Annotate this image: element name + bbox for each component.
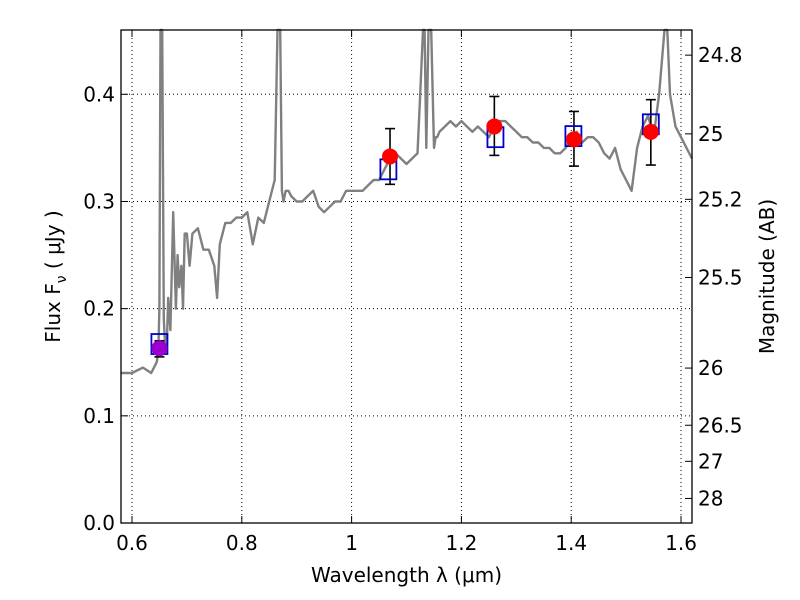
circle-marker	[486, 118, 503, 135]
x-tick-label: 1	[345, 531, 358, 555]
spectrum-series	[121, 28, 694, 375]
y2-tick-label: 27	[698, 449, 723, 473]
y-axis-ticks: 0.0 0.1 0.2 0.3 0.4	[83, 82, 128, 535]
x-tick-label: 0.6	[116, 531, 148, 555]
x-axis-title: Wavelength λ (μm)	[311, 563, 502, 587]
y2-tick-label: 25	[698, 122, 723, 146]
x-axis-ticks: 0.6 0.8 1 1.2 1.4 1.6	[116, 30, 697, 555]
y-tick-label: 0.4	[83, 82, 115, 106]
y2-tick-label: 25.5	[698, 265, 743, 289]
square-markers	[150, 113, 660, 355]
y-axis-title-sub: ν	[54, 275, 70, 283]
y-tick-label: 0.1	[83, 404, 115, 428]
circle-marker	[151, 340, 168, 357]
y2-tick-label: 25.2	[698, 187, 743, 211]
x-tick-label: 0.8	[226, 531, 258, 555]
x-tick-label: 1.2	[445, 531, 477, 555]
plot-frame	[120, 29, 693, 524]
y-axis-title: Flux Fν ( μJy )	[41, 210, 70, 342]
y2-tick-label: 28	[698, 486, 723, 510]
spectrum-line	[121, 28, 694, 375]
grid	[121, 30, 692, 524]
circle-markers	[151, 118, 659, 357]
y2-tick-label: 24.8	[698, 43, 743, 67]
y-axis-title-units: ( μJy )	[41, 210, 65, 275]
circle-marker	[642, 123, 659, 140]
y-tick-label: 0.3	[83, 189, 115, 213]
x-tick-label: 1.6	[665, 531, 697, 555]
y-tick-label: 0.0	[83, 511, 115, 535]
y2-axis-ticks: 24.8 25 25.2 25.5 26 26.5 27 28	[685, 43, 743, 510]
y2-tick-label: 26	[698, 356, 723, 380]
circle-marker	[565, 131, 582, 148]
y2-axis-title: Magnitude (AB)	[755, 199, 779, 354]
y-axis-title-main: Flux F	[41, 283, 65, 342]
x-tick-label: 1.4	[555, 531, 587, 555]
circle-marker	[382, 148, 399, 165]
y-tick-label: 0.2	[83, 297, 115, 321]
y2-tick-label: 26.5	[698, 413, 743, 437]
